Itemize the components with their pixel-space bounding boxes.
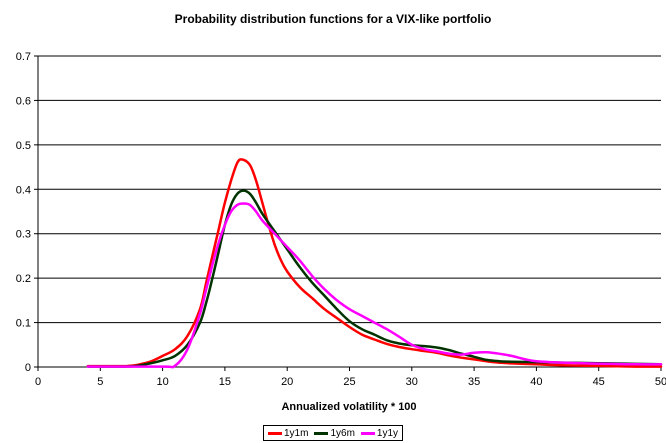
legend-swatch [360, 431, 375, 435]
x-tick-label: 10 [156, 376, 168, 388]
legend-swatch [268, 431, 282, 435]
legend-label: 1y6m [330, 427, 355, 439]
series-line-1y1y [86, 202, 663, 369]
legend: 1y1m 1y6m 1y1y [263, 425, 404, 441]
x-axis-title: Annualized volatility * 100 [281, 401, 416, 413]
y-tick-label: 0.7 [16, 51, 31, 63]
y-tick-label: 0.4 [16, 184, 31, 196]
legend-item-1y6m: 1y6m [314, 427, 355, 439]
y-tick-label: 0.6 [16, 95, 31, 107]
legend-swatch [314, 431, 329, 435]
series-line-1y6m [86, 189, 663, 368]
x-tick-label: 15 [219, 376, 231, 388]
x-tick-label: 25 [343, 376, 355, 388]
x-tick-label: 35 [468, 376, 480, 388]
x-tick-label: 40 [530, 376, 542, 388]
legend-item-1y1m: 1y1m [268, 428, 308, 439]
x-tick-label: 5 [97, 376, 103, 388]
x-tick-label: 0 [35, 376, 41, 388]
legend-item-1y1y: 1y1y [360, 427, 399, 439]
y-tick-label: 0 [25, 362, 31, 374]
x-tick-label: 50 [655, 376, 666, 388]
y-tick-label: 0.3 [16, 229, 31, 241]
x-tick-label: 45 [593, 376, 605, 388]
chart-title: Probability distribution functions for a… [174, 12, 492, 26]
x-tick-label: 20 [281, 376, 293, 388]
legend-label: 1y1y [376, 427, 399, 439]
y-tick-label: 0.5 [16, 140, 31, 152]
legend-label: 1y1m [284, 427, 309, 439]
y-tick-label: 0.2 [16, 273, 31, 285]
x-tick-label: 30 [406, 376, 418, 388]
y-tick-label: 0.1 [16, 318, 31, 330]
